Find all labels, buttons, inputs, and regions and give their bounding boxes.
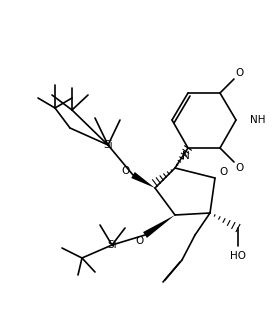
Text: Si: Si bbox=[103, 140, 113, 150]
Polygon shape bbox=[143, 215, 175, 238]
Text: O: O bbox=[136, 236, 144, 246]
Polygon shape bbox=[131, 172, 155, 188]
Text: Si: Si bbox=[107, 240, 117, 250]
Text: O: O bbox=[219, 167, 227, 177]
Text: O: O bbox=[236, 163, 244, 173]
Text: N: N bbox=[182, 151, 190, 161]
Text: O: O bbox=[236, 68, 244, 78]
Text: HO: HO bbox=[230, 251, 246, 261]
Text: NH: NH bbox=[250, 115, 266, 125]
Text: O: O bbox=[122, 166, 130, 176]
